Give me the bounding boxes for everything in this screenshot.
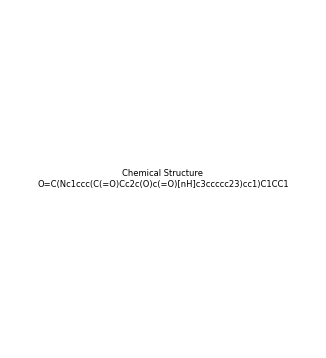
Text: Chemical Structure
O=C(Nc1ccc(C(=O)Cc2c(O)c(=O)[nH]c3ccccc23)cc1)C1CC1: Chemical Structure O=C(Nc1ccc(C(=O)Cc2c(…	[37, 169, 289, 189]
